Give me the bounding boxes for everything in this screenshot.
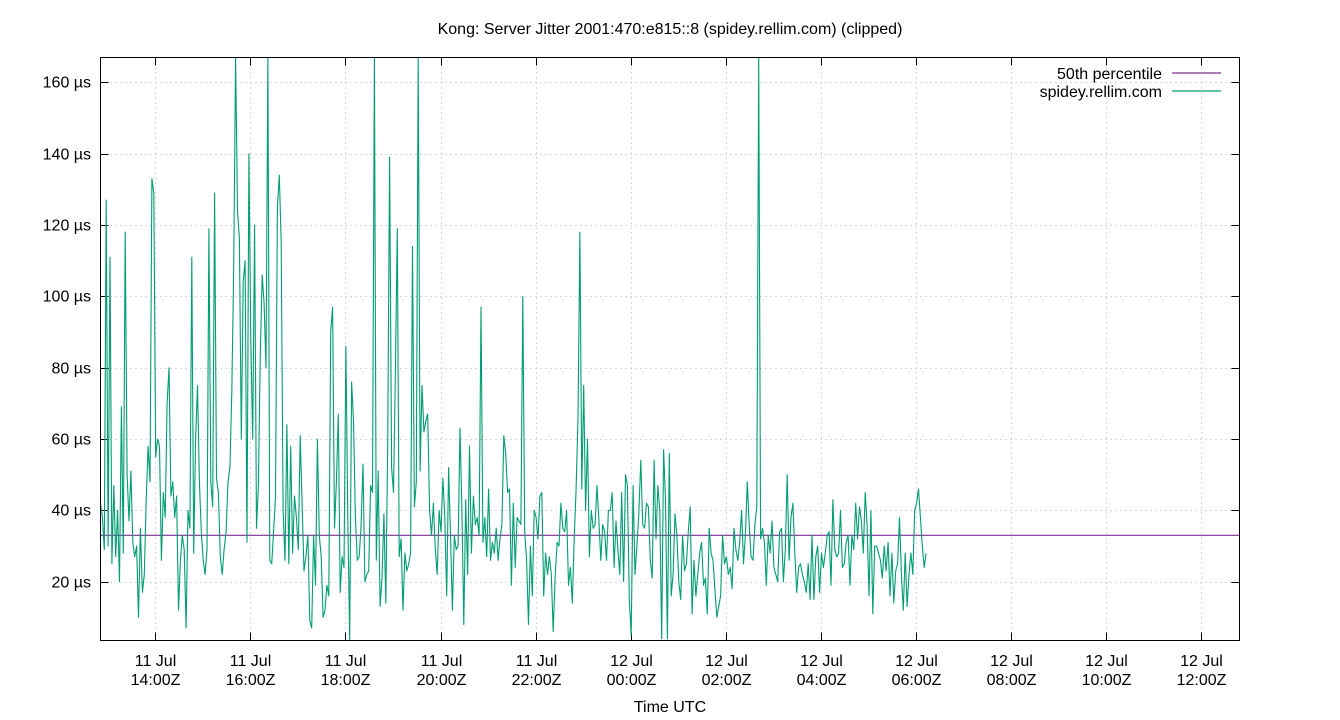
- x-tick-label-time: 00:00Z: [607, 672, 657, 689]
- x-tick-label-time: 08:00Z: [987, 672, 1037, 689]
- legend: 50th percentile spidey.rellim.com: [1040, 66, 1221, 101]
- data-series: [99, 56, 1240, 642]
- x-axis-label: Time UTC: [634, 699, 706, 716]
- legend-label-spidey: spidey.rellim.com: [1040, 84, 1162, 101]
- y-tick-label: 140 µs: [43, 147, 91, 164]
- x-tick-label-date: 12 Jul: [800, 653, 843, 670]
- x-tick-label-time: 02:00Z: [702, 672, 752, 689]
- y-tick-label: 40 µs: [52, 503, 91, 520]
- x-tick-label-date: 12 Jul: [990, 653, 1033, 670]
- x-tick-label-date: 12 Jul: [610, 653, 653, 670]
- plot-frame: [100, 57, 1240, 641]
- series-line-spidey: [99, 56, 927, 642]
- y-axis-ticks: 20 µs 40 µs 60 µs 80 µs 100 µs 120 µs 140 µs 16…: [43, 75, 1240, 592]
- x-tick-label-date: 12 Jul: [1085, 653, 1128, 670]
- x-tick-label-date: 12 Jul: [895, 653, 938, 670]
- x-axis-ticks: 11 Jul 14:00Z 11 Jul 16:00Z 11 Jul 18:00Z 11 J…: [131, 57, 1227, 689]
- x-tick-label-date: 11 Jul: [135, 653, 177, 670]
- y-tick-label: 80 µs: [52, 361, 91, 378]
- x-tick-label-date: 12 Jul: [1180, 653, 1223, 670]
- x-tick-label-time: 10:00Z: [1082, 672, 1132, 689]
- y-tick-label: 60 µs: [52, 432, 91, 449]
- y-tick-label: 20 µs: [52, 575, 91, 592]
- x-tick-label-time: 06:00Z: [892, 672, 942, 689]
- x-tick-label-date: 11 Jul: [325, 653, 367, 670]
- y-tick-label: 120 µs: [43, 218, 91, 235]
- x-tick-label-date: 11 Jul: [421, 653, 463, 670]
- x-tick-label-time: 20:00Z: [417, 672, 467, 689]
- x-tick-label-time: 14:00Z: [131, 672, 181, 689]
- legend-label-median: 50th percentile: [1057, 66, 1162, 83]
- x-tick-label-time: 16:00Z: [226, 672, 276, 689]
- y-tick-label: 100 µs: [43, 289, 91, 306]
- x-tick-label-time: 22:00Z: [512, 672, 562, 689]
- x-tick-label-time: 12:00Z: [1177, 672, 1227, 689]
- x-tick-label-date: 12 Jul: [705, 653, 748, 670]
- y-tick-label: 160 µs: [43, 75, 91, 92]
- x-tick-label-time: 18:00Z: [321, 672, 371, 689]
- grid-lines: [100, 57, 1240, 641]
- x-tick-label-date: 11 Jul: [230, 653, 272, 670]
- x-tick-label-time: 04:00Z: [797, 672, 847, 689]
- x-tick-label-date: 11 Jul: [516, 653, 558, 670]
- chart-title: Kong: Server Jitter 2001:470:e815::8 (sp…: [438, 21, 903, 38]
